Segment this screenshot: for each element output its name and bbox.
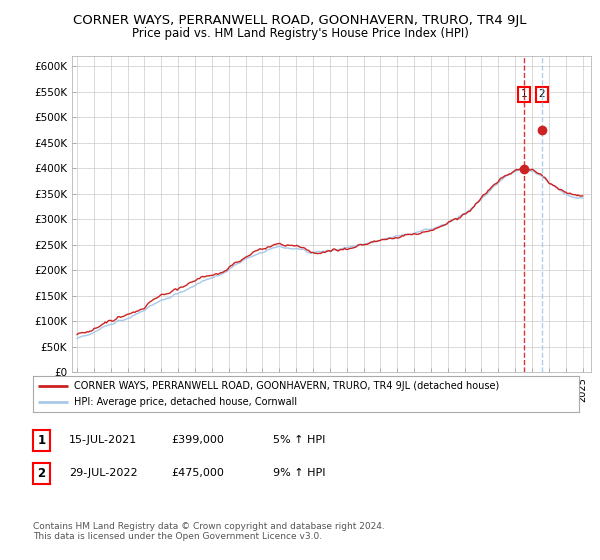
Text: £475,000: £475,000 xyxy=(171,468,224,478)
Text: CORNER WAYS, PERRANWELL ROAD, GOONHAVERN, TRURO, TR4 9JL (detached house): CORNER WAYS, PERRANWELL ROAD, GOONHAVERN… xyxy=(74,381,499,391)
Text: 1: 1 xyxy=(521,89,527,99)
Text: Price paid vs. HM Land Registry's House Price Index (HPI): Price paid vs. HM Land Registry's House … xyxy=(131,27,469,40)
Text: 29-JUL-2022: 29-JUL-2022 xyxy=(69,468,137,478)
Text: 2: 2 xyxy=(37,467,46,480)
Text: 2: 2 xyxy=(538,89,545,99)
Text: HPI: Average price, detached house, Cornwall: HPI: Average price, detached house, Corn… xyxy=(74,397,297,407)
Text: Contains HM Land Registry data © Crown copyright and database right 2024.
This d: Contains HM Land Registry data © Crown c… xyxy=(33,522,385,542)
Text: 15-JUL-2021: 15-JUL-2021 xyxy=(69,435,137,445)
Text: 9% ↑ HPI: 9% ↑ HPI xyxy=(273,468,325,478)
Text: £399,000: £399,000 xyxy=(171,435,224,445)
Text: 5% ↑ HPI: 5% ↑ HPI xyxy=(273,435,325,445)
Text: 1: 1 xyxy=(37,433,46,447)
Text: CORNER WAYS, PERRANWELL ROAD, GOONHAVERN, TRURO, TR4 9JL: CORNER WAYS, PERRANWELL ROAD, GOONHAVERN… xyxy=(73,14,527,27)
